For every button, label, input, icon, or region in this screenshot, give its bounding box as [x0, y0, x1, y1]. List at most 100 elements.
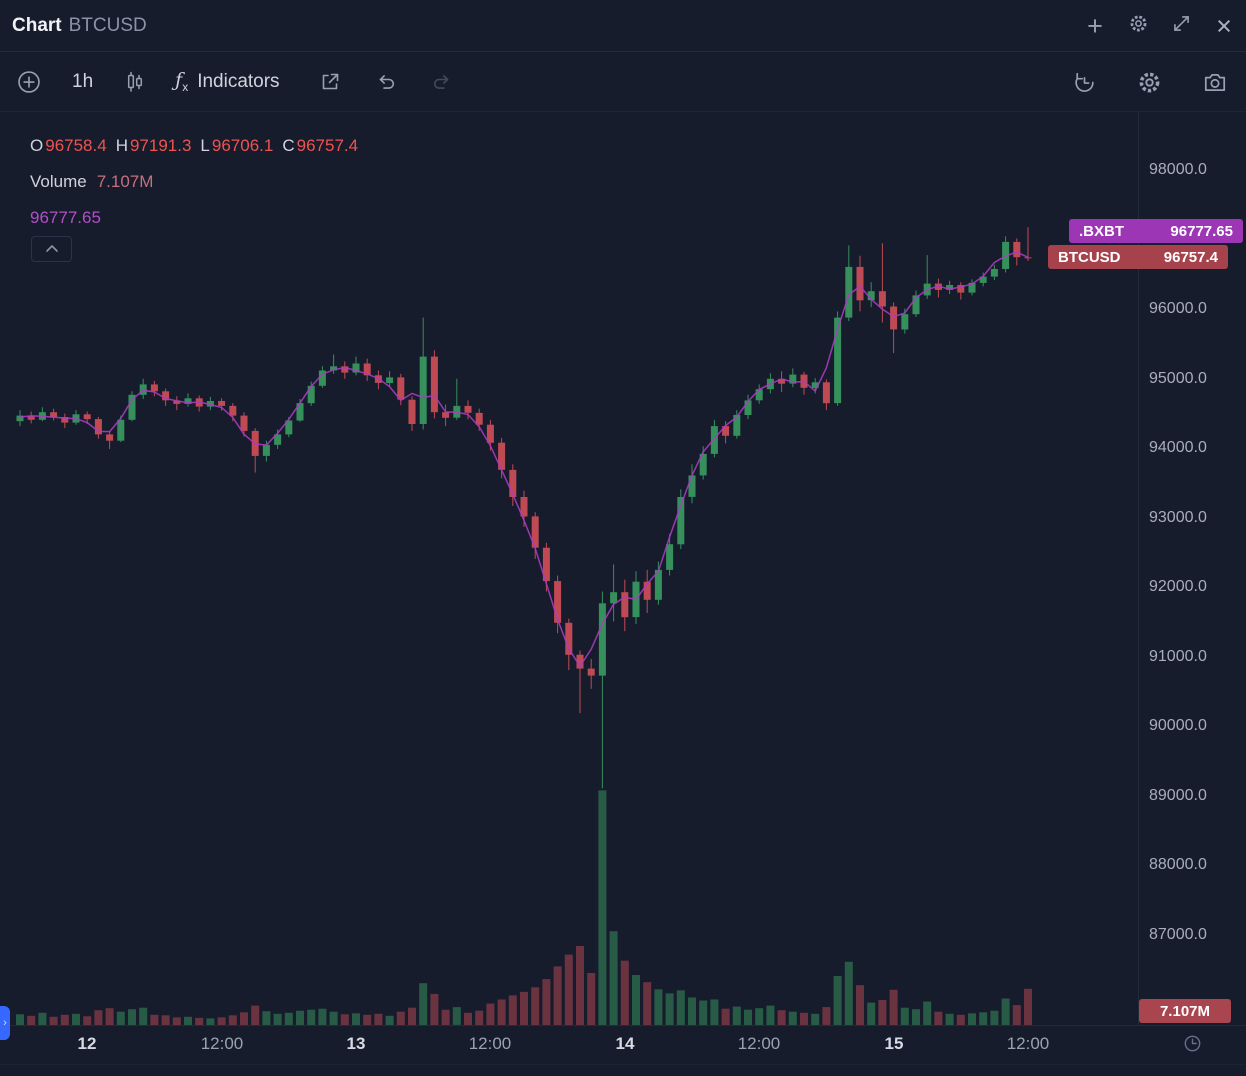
redo-arrow-icon: [430, 70, 454, 94]
candle-body: [542, 547, 550, 582]
volume-bar: [184, 1016, 192, 1025]
candle-body: [845, 266, 853, 318]
candle-body: [576, 654, 584, 669]
candle-body: [822, 382, 830, 404]
candle-body: [352, 363, 360, 373]
titlebar: Chart BTCUSD +: [0, 0, 1246, 52]
volume-bar: [856, 985, 864, 1025]
price-tick-label: 96000.0: [1149, 300, 1207, 317]
candle-body: [1024, 257, 1032, 259]
toolbar: 1h ƒx Indicators: [0, 52, 1246, 112]
candle-body: [677, 497, 685, 545]
volume-bar: [721, 1008, 730, 1025]
gear-icon: [1128, 13, 1149, 39]
volume-bar: [688, 997, 696, 1025]
time-tick-label: 12:00: [737, 1034, 781, 1053]
candle-body: [688, 475, 696, 497]
chart-type-button[interactable]: [115, 63, 155, 101]
volume-bar: [318, 1008, 327, 1025]
candle-body: [285, 420, 293, 435]
volume-value: 7.107M: [96, 172, 154, 191]
volume-bar: [1024, 988, 1032, 1025]
candle-body: [61, 417, 69, 423]
open-external-button[interactable]: [310, 63, 350, 101]
ohlc-row: O 96758.4 H 97191.3 L 96706.1 C 96757.4: [30, 128, 367, 164]
price-axis-separator: [1138, 112, 1139, 1025]
price-tick-label: 95000.0: [1149, 370, 1207, 387]
candle-body: [262, 444, 270, 456]
clock-arrow-icon: [1072, 70, 1097, 95]
volume-bar: [833, 976, 842, 1025]
volume-bar: [979, 1012, 988, 1025]
volume-bar: [352, 1013, 360, 1025]
time-tick-label: 12:00: [200, 1034, 244, 1053]
candle-body: [722, 426, 730, 436]
volume-row: Volume 7.107M: [30, 164, 367, 200]
chart-settings-button[interactable]: [1129, 63, 1170, 101]
volume-bar: [632, 975, 640, 1025]
interval-button[interactable]: 1h: [72, 70, 94, 92]
volume-bar: [486, 1003, 495, 1025]
redo-button[interactable]: [422, 63, 462, 101]
candle-body: [789, 374, 797, 384]
candle-body: [878, 291, 886, 307]
volume-bar: [844, 961, 853, 1025]
clock-icon[interactable]: [1182, 1033, 1203, 1059]
indicators-button[interactable]: ƒx Indicators: [167, 63, 287, 101]
candle-body: [531, 516, 539, 548]
chevron-up-icon: [45, 240, 59, 258]
candle-body: [598, 603, 606, 676]
add-symbol-button[interactable]: [8, 63, 50, 101]
volume-bar: [374, 1013, 383, 1025]
candle-body: [173, 400, 181, 404]
volume-bar: [699, 1000, 708, 1025]
index-row: 96777.65: [30, 200, 367, 236]
close-label: C: [282, 136, 295, 155]
panel-expand-handle[interactable]: ›: [0, 1006, 10, 1040]
candle-body: [778, 378, 786, 384]
price-tick-label: 94000.0: [1149, 439, 1207, 456]
fullscreen-icon: [1171, 13, 1192, 39]
candle-body: [50, 412, 58, 418]
candle-body: [318, 370, 326, 386]
price-tick-label: 91000.0: [1149, 648, 1207, 665]
volume-bar: [452, 1007, 461, 1025]
reset-chart-button[interactable]: [1064, 63, 1105, 101]
volume-bar: [419, 983, 428, 1025]
volume-bar: [340, 1014, 349, 1025]
price-tick-label: 87000.0: [1149, 926, 1207, 943]
bottom-edge-separator: [0, 1064, 1246, 1065]
last-price-tag-label: BTCUSD: [1058, 248, 1121, 266]
settings-button[interactable]: [1124, 12, 1152, 40]
legend-collapse-button[interactable]: [31, 236, 72, 262]
last-price-tag: BTCUSD 96757.4: [1048, 245, 1228, 269]
undo-button[interactable]: [366, 63, 406, 101]
volume-bar: [139, 1007, 148, 1025]
screenshot-button[interactable]: [1194, 63, 1236, 101]
close-button[interactable]: ×: [1210, 12, 1238, 40]
volume-bar: [766, 1005, 775, 1025]
candle-body: [408, 399, 416, 424]
open-in-new-icon: [318, 70, 342, 94]
time-tick-label: 13: [346, 1034, 366, 1053]
candle-body: [430, 356, 438, 413]
volume-bar: [430, 993, 439, 1025]
candle-body: [610, 592, 618, 604]
volume-bar: [16, 1014, 24, 1025]
volume-bar: [172, 1017, 181, 1025]
time-axis-separator: [0, 1025, 1246, 1026]
volume-bar: [889, 989, 898, 1025]
candle-body: [710, 426, 718, 454]
volume-bar: [665, 993, 674, 1025]
candle-body: [218, 401, 226, 406]
candlestick-chart[interactable]: [0, 112, 1138, 1025]
candle-body: [946, 285, 954, 290]
candle-body: [240, 415, 248, 431]
volume-bar: [609, 931, 618, 1025]
volume-bar: [822, 1007, 831, 1025]
plus-icon: +: [1087, 10, 1103, 41]
volume-bar: [956, 1014, 965, 1025]
last-price-tag-value: 96757.4: [1163, 248, 1218, 266]
fullscreen-button[interactable]: [1167, 12, 1195, 40]
add-button[interactable]: +: [1081, 12, 1109, 40]
